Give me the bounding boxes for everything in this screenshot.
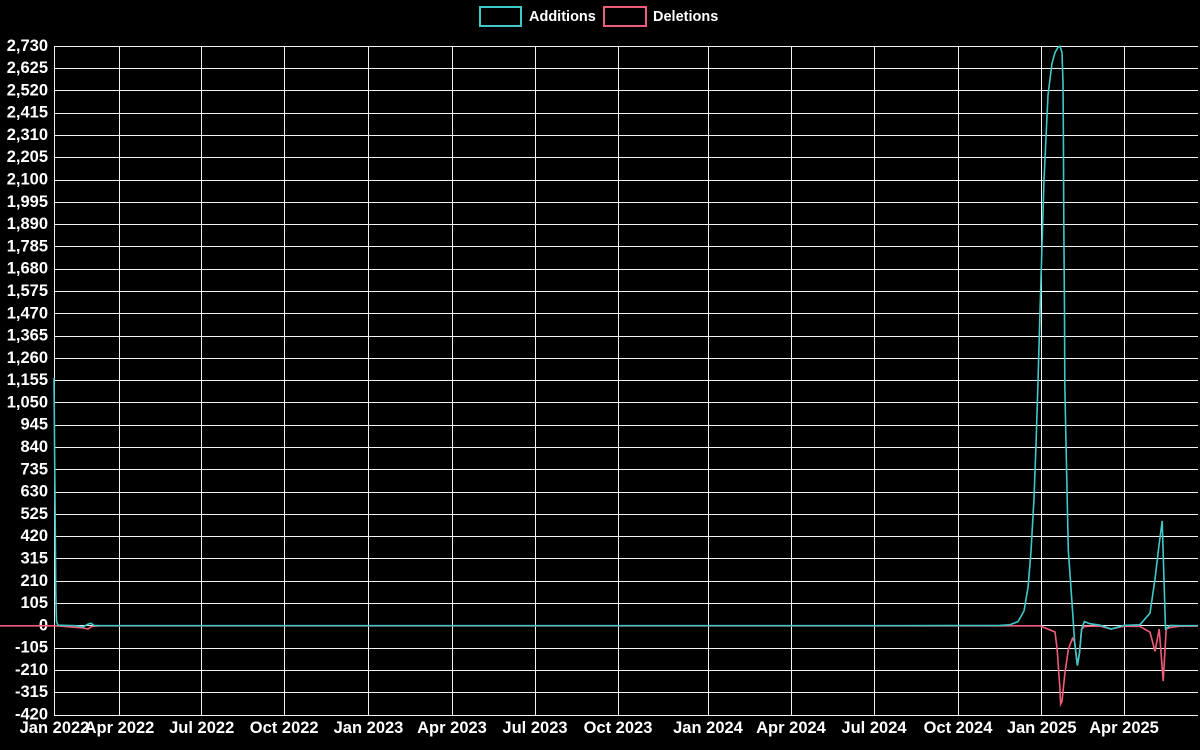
svg-text:1,890: 1,890 <box>7 215 48 233</box>
svg-text:1,050: 1,050 <box>7 393 48 411</box>
svg-text:420: 420 <box>20 527 48 545</box>
svg-text:1,995: 1,995 <box>7 193 48 211</box>
svg-text:Oct 2022: Oct 2022 <box>250 719 319 737</box>
svg-text:Apr 2025: Apr 2025 <box>1089 719 1159 737</box>
svg-text:1,575: 1,575 <box>7 282 48 300</box>
svg-text:Jul 2024: Jul 2024 <box>841 719 907 737</box>
svg-text:Deletions: Deletions <box>653 9 718 25</box>
svg-text:Apr 2024: Apr 2024 <box>756 719 827 737</box>
svg-text:Jul 2023: Jul 2023 <box>502 719 567 737</box>
svg-text:Apr 2022: Apr 2022 <box>85 719 155 737</box>
svg-text:525: 525 <box>20 505 48 523</box>
svg-text:-315: -315 <box>15 683 48 701</box>
svg-text:Oct 2023: Oct 2023 <box>584 719 653 737</box>
svg-text:2,520: 2,520 <box>7 81 48 99</box>
svg-text:1,155: 1,155 <box>7 371 48 389</box>
svg-text:Jan 2025: Jan 2025 <box>1007 719 1077 737</box>
svg-text:2,625: 2,625 <box>7 59 48 77</box>
svg-text:Apr 2023: Apr 2023 <box>417 719 487 737</box>
svg-text:-210: -210 <box>15 661 48 679</box>
svg-text:210: 210 <box>20 572 48 590</box>
svg-text:Jan 2022: Jan 2022 <box>20 719 90 737</box>
svg-text:2,205: 2,205 <box>7 148 48 166</box>
svg-text:1,470: 1,470 <box>7 304 48 322</box>
svg-text:Additions: Additions <box>529 9 596 25</box>
svg-text:1,680: 1,680 <box>7 260 48 278</box>
svg-text:2,100: 2,100 <box>7 171 48 189</box>
svg-text:1,365: 1,365 <box>7 327 48 345</box>
svg-text:630: 630 <box>20 483 48 501</box>
svg-text:315: 315 <box>20 549 48 567</box>
svg-text:Jan 2024: Jan 2024 <box>673 719 744 737</box>
svg-text:105: 105 <box>20 594 48 612</box>
svg-text:1,260: 1,260 <box>7 349 48 367</box>
svg-text:735: 735 <box>20 460 48 478</box>
svg-text:840: 840 <box>20 438 48 456</box>
svg-text:945: 945 <box>20 416 48 434</box>
svg-text:2,310: 2,310 <box>7 126 48 144</box>
svg-text:Jan 2023: Jan 2023 <box>334 719 404 737</box>
svg-text:2,730: 2,730 <box>7 37 48 55</box>
svg-text:1,785: 1,785 <box>7 237 48 255</box>
svg-text:2,415: 2,415 <box>7 104 48 122</box>
svg-text:Jul 2022: Jul 2022 <box>169 719 234 737</box>
svg-text:Oct 2024: Oct 2024 <box>924 719 994 737</box>
svg-text:-105: -105 <box>15 639 48 657</box>
